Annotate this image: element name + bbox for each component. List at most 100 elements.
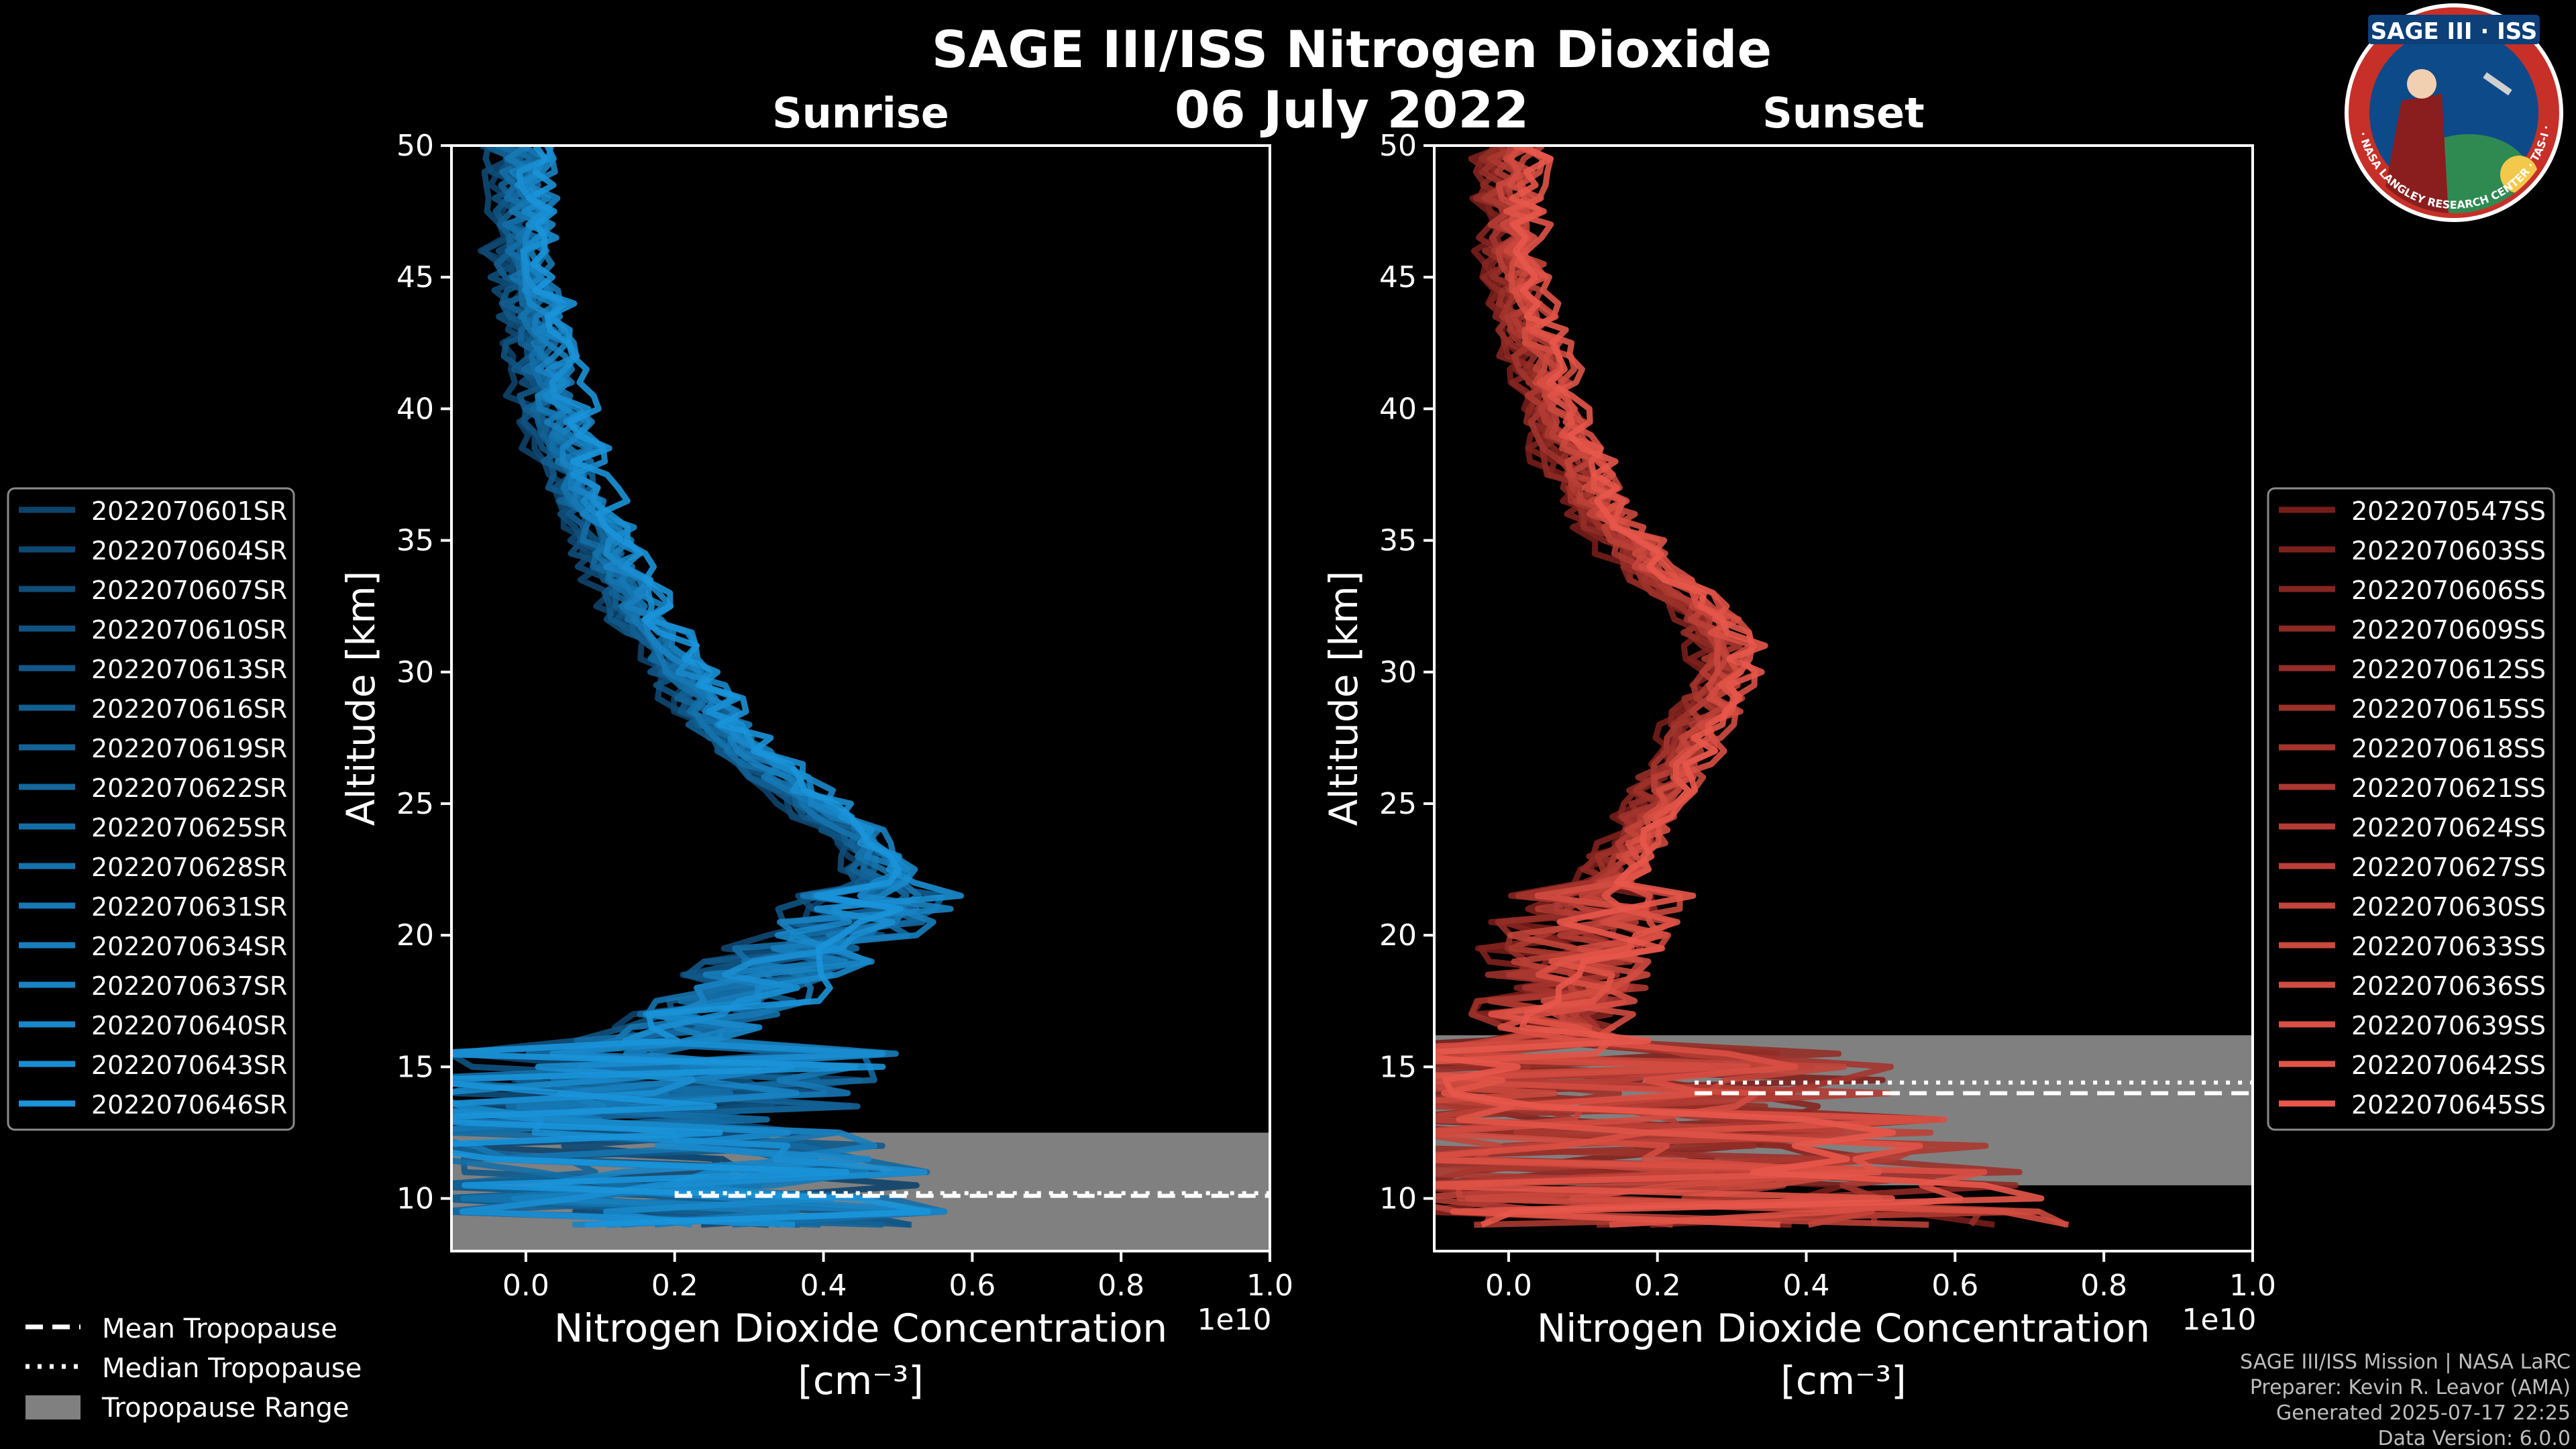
- ss-xtick-label: 1.0: [2229, 1269, 2276, 1303]
- footer-preparer: Preparer: Kevin R. Leavor (AMA): [2250, 1376, 2571, 1399]
- legend-label-2022070604SR: 2022070604SR: [91, 536, 287, 566]
- sunrise-panel: 0.0 0.2 0.4 0.6 0.8 1.0 10 15 20 25 30 35 40 45 50 Nit…: [338, 129, 1293, 1403]
- sunrise-title: Sunrise: [772, 89, 949, 138]
- legend-label-2022070619SR: 2022070619SR: [91, 734, 287, 763]
- profile-2022070639SS: [1434, 146, 1988, 1228]
- ss-ytick-label: 20: [1379, 918, 1417, 953]
- sunset-title: Sunset: [1762, 89, 1925, 138]
- sunrise-tropopause-lines: [674, 1191, 1270, 1198]
- ss-ytick-label: 45: [1379, 260, 1417, 294]
- sunrise-legend-box: [7, 487, 295, 1131]
- legend-label-2022070616SR: 2022070616SR: [91, 694, 287, 724]
- sunset-legend: 2022070547SS 2022070603SS 2022070606SS 2022…: [2267, 487, 2555, 1131]
- sunset-x-units: [cm⁻³]: [1780, 1358, 1907, 1403]
- tropopause-range-label: Tropopause Range: [101, 1393, 350, 1424]
- legend-label-2022070628SR: 2022070628SR: [91, 853, 287, 882]
- legend-label-2022070637SR: 2022070637SR: [91, 971, 287, 1001]
- legend-label-2022070622SR: 2022070622SR: [91, 773, 287, 803]
- legend-label-2022070646SR: 2022070646SR: [91, 1090, 287, 1120]
- sunset-legend-box: [2267, 487, 2555, 1131]
- legend-label-2022070609SS: 2022070609SS: [2351, 615, 2546, 645]
- logo-banner: [2368, 15, 2540, 44]
- sunrise-x-multiplier: 1e10: [1197, 1303, 1271, 1337]
- logo-sage-robe: [2380, 94, 2449, 213]
- legend-label-2022070603SS: 2022070603SS: [2351, 536, 2546, 566]
- sunset-axes-frame: [1433, 144, 2254, 1252]
- sunset-ticks: 0.0 0.2 0.4 0.6 0.8 1.0 10 15 20 25 30 35 40 45 50: [1379, 129, 2276, 1303]
- sr-xtick-label: 0.4: [800, 1269, 847, 1303]
- sr-ytick-label: 20: [396, 918, 434, 953]
- legend-label-2022070606SS: 2022070606SS: [2351, 576, 2546, 605]
- sunrise-legend: 2022070601SR 2022070604SR 2022070607SR 2022…: [7, 487, 295, 1131]
- legend-label-2022070645SS: 2022070645SS: [2351, 1090, 2546, 1120]
- ss-ytick-label: 10: [1379, 1182, 1417, 1216]
- sr-ytick-label: 25: [396, 787, 434, 821]
- sunrise-profiles: [451, 146, 964, 1228]
- legend-label-2022070607SR: 2022070607SR: [91, 576, 287, 605]
- logo-text: SAGE III · ISS: [2371, 18, 2537, 45]
- sunset-x-multiplier: 1e10: [2182, 1303, 2256, 1337]
- ss-ytick-label: 25: [1379, 787, 1417, 821]
- sunrise-x-units: [cm⁻³]: [798, 1358, 924, 1403]
- sr-ytick-label: 45: [396, 260, 434, 294]
- legend-label-2022070610SR: 2022070610SR: [91, 615, 287, 645]
- legend-label-2022070630SS: 2022070630SS: [2351, 892, 2546, 922]
- ss-ytick-label: 30: [1379, 655, 1417, 690]
- legend-label-2022070631SR: 2022070631SR: [91, 892, 287, 922]
- sunset-y-label: Altitude [km]: [1321, 571, 1366, 826]
- legend-label-2022070643SR: 2022070643SR: [91, 1051, 287, 1080]
- tropopause-legend: Mean Tropopause Median Tropopause Tropop…: [25, 1313, 362, 1424]
- legend-label-2022070625SR: 2022070625SR: [91, 813, 287, 843]
- legend-label-2022070636SS: 2022070636SS: [2351, 971, 2546, 1001]
- logo-sage-head: [2407, 69, 2436, 99]
- footer-generated: Generated 2025-07-17 22:25: [2276, 1401, 2571, 1425]
- legend-label-2022070601SR: 2022070601SR: [91, 496, 287, 526]
- mean-tropopause-label: Mean Tropopause: [102, 1313, 337, 1344]
- sr-ytick-label: 30: [396, 655, 434, 690]
- sunset-profiles: [1434, 146, 2070, 1228]
- logo-station: [2483, 72, 2512, 96]
- footer: SAGE III/ISS Mission | NASA LaRC Prepare…: [2240, 1350, 2571, 1449]
- tropopause-range-swatch: [25, 1395, 80, 1419]
- legend-label-2022070633SS: 2022070633SS: [2351, 932, 2546, 961]
- ss-ytick-label: 50: [1379, 129, 1417, 163]
- ss-ytick-label: 15: [1379, 1050, 1417, 1084]
- ss-ytick-label: 35: [1379, 524, 1417, 558]
- sunrise-ticks: 0.0 0.2 0.4 0.6 0.8 1.0 10 15 20 25 30 35 40 45 50: [396, 129, 1293, 1303]
- figure-title: SAGE III/ISS Nitrogen Dioxide: [932, 19, 1772, 79]
- ss-xtick-label: 0.4: [1783, 1269, 1830, 1303]
- ss-xtick-label: 0.2: [1634, 1269, 1681, 1303]
- footer-mission: SAGE III/ISS Mission | NASA LaRC: [2240, 1350, 2571, 1374]
- legend-label-2022070621SS: 2022070621SS: [2351, 773, 2546, 803]
- legend-label-2022070627SS: 2022070627SS: [2351, 853, 2546, 882]
- ss-xtick-label: 0.6: [1931, 1269, 1978, 1303]
- sunrise-y-label: Altitude [km]: [338, 571, 384, 826]
- profile-2022070646SR: [451, 146, 932, 1228]
- sr-xtick-label: 0.2: [651, 1269, 698, 1303]
- sunrise-axes-frame: [450, 144, 1271, 1252]
- figure-date: 06 July 2022: [1175, 80, 1529, 140]
- ss-xtick-label: 0.0: [1485, 1269, 1532, 1303]
- legend-label-2022070613SR: 2022070613SR: [91, 655, 287, 684]
- legend-label-2022070547SS: 2022070547SS: [2351, 496, 2546, 526]
- sr-xtick-label: 0.8: [1097, 1269, 1144, 1303]
- sr-ytick-label: 10: [396, 1182, 434, 1216]
- sr-ytick-label: 40: [396, 392, 434, 426]
- sr-xtick-label: 0.0: [502, 1269, 549, 1303]
- legend-label-2022070624SS: 2022070624SS: [2351, 813, 2546, 843]
- legend-label-2022070612SS: 2022070612SS: [2351, 655, 2546, 684]
- sr-ytick-label: 35: [396, 524, 434, 558]
- profile-2022070645SS: [1434, 146, 2045, 1228]
- sunset-tropopause-lines: [1695, 1080, 2253, 1095]
- legend-label-2022070639SS: 2022070639SS: [2351, 1011, 2546, 1040]
- legend-label-2022070642SS: 2022070642SS: [2351, 1051, 2546, 1080]
- legend-label-2022070640SR: 2022070640SR: [91, 1011, 287, 1040]
- sr-ytick-label: 50: [396, 129, 434, 163]
- sunset-x-label: Nitrogen Dioxide Concentration: [1537, 1305, 2150, 1351]
- sr-xtick-label: 0.6: [949, 1269, 996, 1303]
- ss-ytick-label: 40: [1379, 392, 1417, 426]
- sr-ytick-label: 15: [396, 1050, 434, 1084]
- sunset-panel: 0.0 0.2 0.4 0.6 0.8 1.0 10 15 20 25 30 35 40 45 50 Nit…: [1321, 129, 2276, 1403]
